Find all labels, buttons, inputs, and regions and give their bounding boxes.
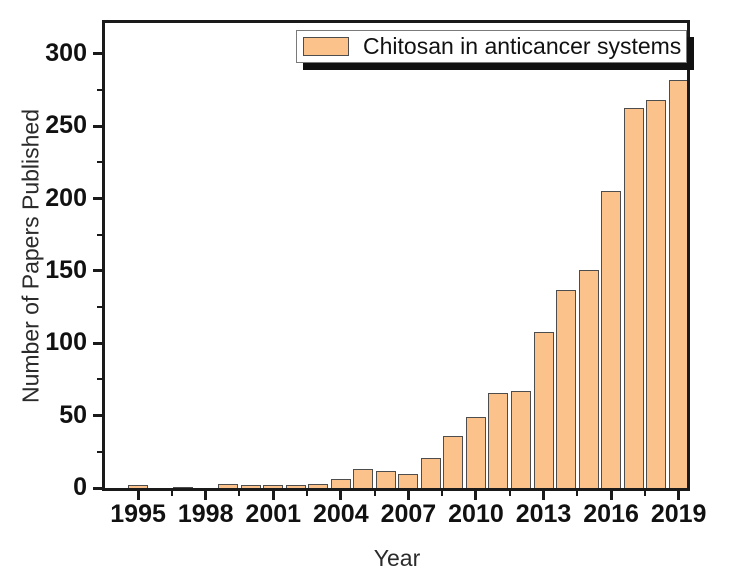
bar-2019 bbox=[668, 80, 687, 488]
bar-2004 bbox=[330, 479, 351, 488]
legend: Chitosan in anticancer systems bbox=[296, 30, 687, 63]
x-tick-2016 bbox=[609, 491, 613, 500]
bar-2009 bbox=[443, 435, 464, 488]
x-minor-tick-1996.5 bbox=[170, 491, 173, 496]
x-minor-tick-2011.5 bbox=[508, 491, 511, 496]
x-tick-label-2007: 2007 bbox=[380, 500, 437, 528]
x-minor-tick-2008.5 bbox=[441, 491, 444, 496]
y-tick-300 bbox=[93, 52, 102, 56]
plot-area bbox=[102, 20, 690, 491]
x-tick-2013 bbox=[542, 491, 546, 500]
x-tick-2010 bbox=[474, 491, 478, 500]
bar-2008 bbox=[420, 457, 441, 488]
y-tick-150 bbox=[93, 269, 102, 273]
y-tick-200 bbox=[93, 197, 102, 201]
x-tick-2007 bbox=[406, 491, 410, 500]
bar-2018 bbox=[646, 100, 667, 488]
bar-2000 bbox=[240, 485, 261, 488]
legend-label: Chitosan in anticancer systems bbox=[363, 33, 682, 59]
x-tick-label-2013: 2013 bbox=[515, 500, 572, 528]
x-tick-2001 bbox=[271, 491, 275, 500]
x-minor-tick-2014.5 bbox=[576, 491, 579, 496]
y-tick-250 bbox=[93, 124, 102, 128]
y-tick-label-50: 50 bbox=[59, 400, 87, 429]
bar-2016 bbox=[601, 191, 622, 488]
x-tick-1998 bbox=[204, 491, 208, 500]
bar-2013 bbox=[533, 331, 554, 488]
bar-2010 bbox=[465, 417, 486, 488]
x-tick-2019 bbox=[677, 491, 681, 500]
bar-2006 bbox=[375, 470, 396, 488]
bar-2011 bbox=[488, 392, 509, 488]
x-axis-title: Year bbox=[373, 545, 421, 571]
x-tick-1995 bbox=[136, 491, 140, 500]
bar-1997 bbox=[173, 486, 194, 488]
y-minor-tick-125 bbox=[97, 306, 102, 309]
y-minor-tick-225 bbox=[97, 161, 102, 164]
bars-layer bbox=[105, 23, 687, 488]
bar-2002 bbox=[285, 485, 306, 488]
x-minor-tick-2017.5 bbox=[643, 491, 646, 496]
bar-2007 bbox=[398, 473, 419, 488]
bar-2017 bbox=[623, 107, 644, 488]
bar-1999 bbox=[218, 483, 239, 488]
y-minor-tick-175 bbox=[97, 233, 102, 236]
y-tick-0 bbox=[93, 486, 102, 490]
y-tick-label-0: 0 bbox=[73, 473, 87, 501]
bar-2005 bbox=[353, 469, 374, 488]
y-minor-tick-25 bbox=[97, 450, 102, 453]
x-tick-label-2019: 2019 bbox=[650, 500, 707, 528]
y-tick-50 bbox=[93, 414, 102, 418]
y-tick-label-150: 150 bbox=[45, 255, 87, 284]
x-tick-label-2004: 2004 bbox=[313, 500, 369, 528]
bar-2015 bbox=[578, 269, 599, 488]
x-minor-tick-2002.5 bbox=[306, 491, 309, 496]
bar-2014 bbox=[556, 289, 577, 488]
y-axis-title: Number of Papers Published bbox=[17, 108, 44, 404]
y-tick-label-200: 200 bbox=[45, 183, 87, 212]
x-tick-label-1995: 1995 bbox=[110, 500, 166, 528]
y-tick-100 bbox=[93, 341, 102, 345]
x-minor-tick-1999.5 bbox=[238, 491, 241, 496]
bar-1995 bbox=[128, 485, 149, 488]
x-tick-label-1998: 1998 bbox=[177, 500, 234, 528]
x-tick-2004 bbox=[339, 491, 343, 500]
y-tick-label-300: 300 bbox=[45, 38, 87, 67]
x-minor-tick-2005.5 bbox=[373, 491, 376, 496]
y-minor-tick-275 bbox=[97, 89, 102, 92]
x-tick-label-2016: 2016 bbox=[583, 500, 639, 528]
x-tick-label-2010: 2010 bbox=[448, 500, 504, 528]
y-tick-label-250: 250 bbox=[45, 111, 87, 140]
x-tick-label-2001: 2001 bbox=[245, 500, 302, 528]
bar-2012 bbox=[511, 391, 531, 488]
bar-2001 bbox=[263, 485, 284, 488]
y-tick-label-100: 100 bbox=[45, 328, 87, 357]
y-minor-tick-75 bbox=[97, 378, 102, 381]
legend-swatch-icon bbox=[303, 37, 349, 56]
bar-2003 bbox=[308, 483, 329, 488]
